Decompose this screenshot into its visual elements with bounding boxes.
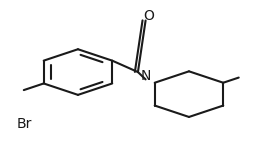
Text: Br: Br bbox=[16, 117, 31, 131]
Text: O: O bbox=[143, 9, 154, 23]
Text: N: N bbox=[140, 69, 151, 83]
